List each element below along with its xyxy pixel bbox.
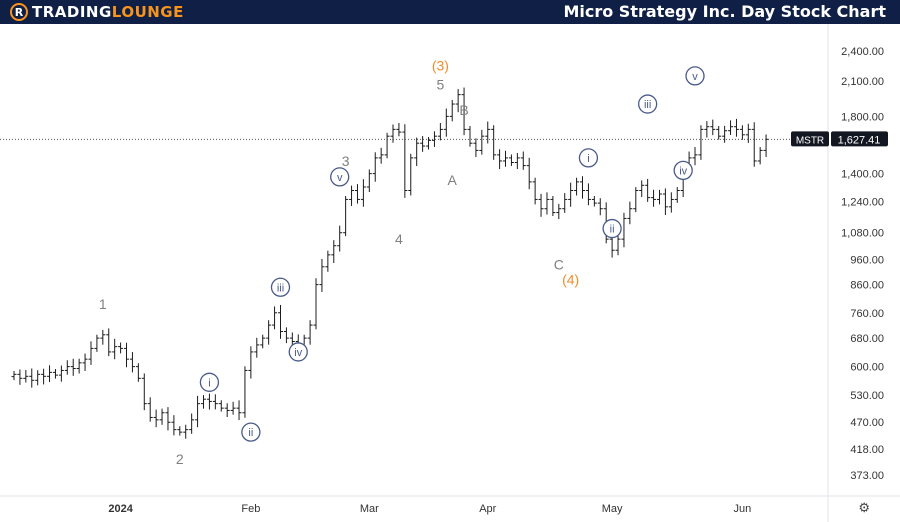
wave-label-circle xyxy=(637,94,658,114)
x-tick-label: Apr xyxy=(479,503,496,515)
wave-label: B xyxy=(459,102,468,118)
wave-label-circle xyxy=(199,372,220,392)
wave-label: iv xyxy=(679,165,687,177)
y-tick-label: 960.00 xyxy=(850,255,884,267)
wave-label: 5 xyxy=(436,77,444,93)
symbol-tag-label: MSTR xyxy=(796,135,824,146)
x-tick-label: Mar xyxy=(360,503,379,515)
x-tick-label: 2024 xyxy=(108,503,133,515)
logo-text-lounge: LOUNGE xyxy=(111,3,184,21)
wave-label-circle xyxy=(288,342,308,362)
wave-label-circle xyxy=(673,160,693,181)
y-tick-label: 418.00 xyxy=(850,444,884,456)
y-tick-label: 2,400.00 xyxy=(841,46,884,58)
wave-label: iii xyxy=(277,282,284,294)
x-tick-label: May xyxy=(602,503,623,515)
wave-label: C xyxy=(554,256,564,272)
y-tick-label: 1,240.00 xyxy=(841,196,884,208)
logo-mark-icon: R xyxy=(10,3,28,21)
settings-gear-icon[interactable]: ⚙ xyxy=(858,500,870,515)
wave-label: 4 xyxy=(395,231,403,247)
wave-label: i xyxy=(587,153,589,165)
wave-label: v xyxy=(337,172,343,184)
wave-label-circle xyxy=(685,66,705,86)
wave-label: 3 xyxy=(342,153,350,169)
y-tick-label: 2,100.00 xyxy=(841,76,884,88)
y-tick-label: 1,400.00 xyxy=(841,169,884,181)
wave-label: ii xyxy=(610,224,615,236)
y-tick-label: 373.00 xyxy=(850,470,884,482)
y-tick-label: 1,080.00 xyxy=(841,228,884,240)
wave-label-circle xyxy=(241,422,261,442)
wave-label: v xyxy=(692,71,698,83)
wave-label: (4) xyxy=(562,271,579,287)
wave-label-circle xyxy=(602,218,622,239)
wave-label-circle xyxy=(270,277,291,297)
x-tick-label: Jun xyxy=(734,503,752,515)
price-tag xyxy=(831,131,888,147)
logo-text: TRADINGLOUNGE xyxy=(32,3,184,21)
y-tick-label: 530.00 xyxy=(850,390,884,402)
logo-mark-text: R xyxy=(15,6,24,19)
symbol-tag xyxy=(791,131,829,147)
header-bar: R TRADINGLOUNGE Micro Strategy Inc. Day … xyxy=(0,0,900,24)
wave-label: iii xyxy=(644,99,651,111)
y-tick-label: 470.00 xyxy=(850,417,884,429)
y-tick-label: 860.00 xyxy=(850,280,884,292)
logo-text-trading: TRADING xyxy=(32,3,112,21)
wave-label: 2 xyxy=(176,451,184,467)
wave-label: iv xyxy=(294,347,302,359)
wave-label: 1 xyxy=(99,296,107,312)
wave-label-circle xyxy=(330,167,350,187)
wave-label: ii xyxy=(248,427,253,439)
logo: R TRADINGLOUNGE xyxy=(10,2,184,22)
wave-label: i xyxy=(208,377,210,389)
wave-label: A xyxy=(448,172,458,188)
y-tick-label: 680.00 xyxy=(850,333,884,345)
y-tick-label: 1,800.00 xyxy=(841,111,884,123)
price-chart[interactable]: 2,400.00 2,100.00 1,800.00 1,400.00 1,240.00… xyxy=(0,24,900,522)
y-tick-label: 760.00 xyxy=(850,308,884,320)
price-tag-label: 1,627.41 xyxy=(838,134,881,146)
wave-label: (3) xyxy=(432,58,449,74)
y-tick-label: 600.00 xyxy=(850,362,884,374)
wave-label-circle xyxy=(578,148,599,168)
chart-title: Micro Strategy Inc. Day Stock Chart xyxy=(563,2,886,21)
x-tick-label: Feb xyxy=(241,503,260,515)
